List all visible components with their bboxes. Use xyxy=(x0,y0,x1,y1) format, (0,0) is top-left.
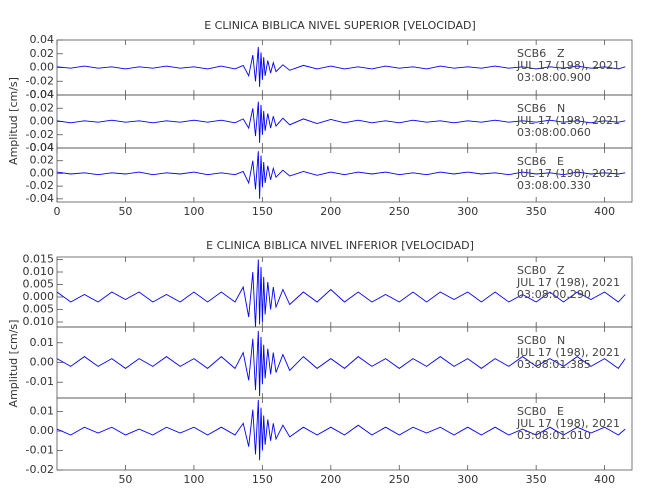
y-tick-label: -0.02 xyxy=(26,74,54,87)
x-tick-label: 350 xyxy=(526,473,547,486)
y-tick-label: 0.000 xyxy=(23,290,55,303)
trace xyxy=(56,399,626,461)
time-label: 03:08:00.330 xyxy=(517,179,591,192)
panel-frame xyxy=(56,147,633,203)
station-label: SCB0 xyxy=(517,334,546,347)
y-tick-label: 0.02 xyxy=(30,101,55,114)
x-tick-label: 50 xyxy=(118,473,132,486)
trace xyxy=(56,151,626,199)
y-tick-label: 0.005 xyxy=(23,278,55,291)
trace xyxy=(56,101,626,143)
x-tick-label: 250 xyxy=(389,473,410,486)
date-label: JUL 17 (198), 2021 xyxy=(516,276,620,289)
x-tick-label: 300 xyxy=(457,473,478,486)
x-tick-label: 150 xyxy=(252,205,273,218)
date-label: JUL 17 (198), 2021 xyxy=(516,346,620,359)
y-tick-label: -0.01 xyxy=(26,444,54,457)
x-tick-label: 50 xyxy=(118,205,132,218)
panel-frame xyxy=(56,397,633,471)
date-label: JUL 17 (198), 2021 xyxy=(516,114,620,127)
component-label: N xyxy=(557,334,565,347)
date-label: JUL 17 (198), 2021 xyxy=(516,417,620,430)
y-tick-label: 0.01 xyxy=(30,405,55,418)
date-label: JUL 17 (198), 2021 xyxy=(516,167,620,180)
station-label: SCB6 xyxy=(517,102,546,115)
y-tick-label: -0.04 xyxy=(26,88,54,101)
station-label: SCB0 xyxy=(517,405,546,418)
y-tick-label: -0.02 xyxy=(26,128,54,141)
y-tick-label: 0.00 xyxy=(30,115,55,128)
x-tick-label: 350 xyxy=(526,205,547,218)
x-tick-label: 300 xyxy=(457,205,478,218)
station-label: SCB6 xyxy=(517,47,546,60)
y-tick-label: 0.00 xyxy=(30,61,55,74)
x-tick-label: 100 xyxy=(183,473,204,486)
component-label: Z xyxy=(557,47,565,60)
y-tick-label: 0.00 xyxy=(30,424,55,437)
y-tick-label: 0.04 xyxy=(30,141,55,154)
station-label: SCB6 xyxy=(517,155,546,168)
station-label: SCB0 xyxy=(517,264,546,277)
y-tick-label: 0.01 xyxy=(30,336,55,349)
component-label: E xyxy=(557,405,564,418)
y-tick-label: -0.01 xyxy=(26,375,54,388)
x-tick-label: 400 xyxy=(594,473,615,486)
component-label: N xyxy=(557,102,565,115)
y-tick-label: -0.02 xyxy=(26,179,54,192)
time-label: 03:08:00.900 xyxy=(517,71,591,84)
time-label: 03:08:00.060 xyxy=(517,126,591,139)
component-label: Z xyxy=(557,264,565,277)
date-label: JUL 17 (198), 2021 xyxy=(516,59,620,72)
trace xyxy=(56,259,626,328)
x-tick-label: 150 xyxy=(252,473,273,486)
y-tick-label: -0.02 xyxy=(26,463,54,476)
y-tick-label: 0.02 xyxy=(30,154,55,167)
y-axis-label: Amplitud [cm/s] xyxy=(7,320,20,408)
y-axis-label: Amplitud [cm/s] xyxy=(7,77,20,165)
y-tick-label: 0.04 xyxy=(30,33,55,46)
y-tick-label: -0.04 xyxy=(26,141,54,154)
x-tick-label: 400 xyxy=(594,205,615,218)
y-tick-label: 0.00 xyxy=(30,166,55,179)
chart-title: E CLINICA BIBLICA NIVEL SUPERIOR [VELOCI… xyxy=(204,19,476,32)
x-tick-label: 250 xyxy=(389,205,410,218)
trace xyxy=(56,330,626,397)
time-label: 03:08:01.385 xyxy=(517,358,591,371)
y-tick-label: -0.04 xyxy=(26,192,54,205)
chart-title: E CLINICA BIBLICA NIVEL INFERIOR [VELOCI… xyxy=(206,239,474,252)
x-tick-label: 200 xyxy=(320,473,341,486)
time-label: 03:08:00.290 xyxy=(517,288,591,301)
component-label: E xyxy=(557,155,564,168)
y-tick-label: 0.015 xyxy=(23,253,55,266)
y-tick-label: 0.010 xyxy=(23,265,55,278)
trace xyxy=(56,46,626,87)
time-label: 03:08:01.010 xyxy=(517,429,591,442)
x-tick-label: 0 xyxy=(54,205,61,218)
x-tick-label: 100 xyxy=(183,205,204,218)
y-tick-label: 0.04 xyxy=(30,88,55,101)
y-tick-label: 0.02 xyxy=(30,47,55,60)
y-tick-label: 0.00 xyxy=(30,356,55,369)
y-tick-label: 0.010 xyxy=(23,315,55,328)
x-tick-label: 200 xyxy=(320,205,341,218)
y-tick-label: 0.005 xyxy=(23,303,55,316)
